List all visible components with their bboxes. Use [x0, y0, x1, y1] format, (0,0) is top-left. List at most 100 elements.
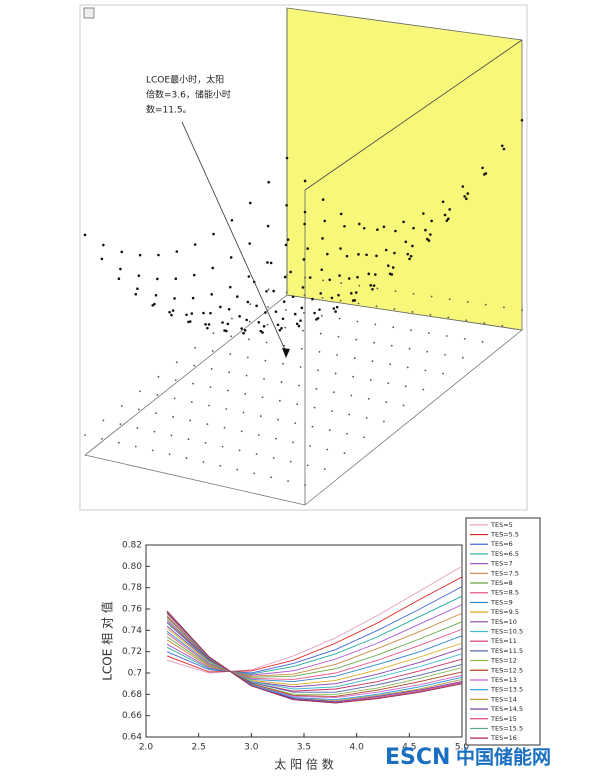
surface-dot — [283, 275, 287, 279]
floor-dot — [358, 284, 361, 287]
floor-dot — [267, 306, 270, 308]
floor-dot — [249, 303, 252, 305]
floor-dot — [367, 397, 370, 400]
floor-dot — [521, 309, 523, 311]
surface-dot — [394, 229, 397, 233]
surface-dot — [376, 228, 379, 231]
floor-dot — [263, 377, 265, 380]
y-tick-label: 0.66 — [122, 711, 142, 721]
floor-dot — [373, 341, 375, 344]
floor-dot — [226, 389, 229, 392]
floor-dot — [501, 325, 504, 327]
surface-dot — [207, 323, 211, 326]
surface-dot — [430, 219, 433, 223]
surface-dot — [337, 293, 340, 297]
floor-dot — [298, 384, 300, 387]
surface-dot — [209, 311, 212, 315]
x-axis-label: 太 阳 倍 数 — [274, 757, 333, 772]
floor-dot — [289, 460, 292, 463]
floor-dot — [210, 368, 213, 370]
floor-dot — [275, 437, 277, 440]
floor-dot — [151, 449, 154, 452]
line-chart: 0.64 0.66 0.68 0.7 0.72 0.74 0.76 0.78 0.80 0.82 2… — [100, 517, 541, 772]
series-line — [166, 610, 463, 704]
surface-dot — [328, 278, 332, 282]
surface-dot — [303, 179, 307, 183]
floor-dot — [270, 476, 273, 479]
floor-dot — [278, 399, 281, 402]
floor-dot — [248, 320, 251, 323]
floor-dot — [292, 441, 294, 444]
floor-dot — [503, 306, 505, 309]
floor-dot — [483, 322, 486, 325]
surface-dot — [323, 219, 327, 223]
floor-dot — [84, 434, 86, 436]
floor-dot — [265, 341, 268, 344]
annotation-arrow — [181, 121, 287, 353]
surface-dot — [119, 267, 122, 271]
floor-dot — [282, 362, 284, 365]
floor-dot — [319, 332, 322, 335]
series-line — [166, 612, 463, 677]
floor-dot — [267, 288, 270, 291]
series-line — [166, 612, 463, 701]
floor-dot — [296, 403, 299, 406]
legend-label: TES=5.5 — [490, 531, 519, 539]
floor-dot — [139, 390, 141, 393]
surface-dot — [447, 217, 450, 221]
surface-dot — [175, 250, 179, 253]
surface-dot — [321, 237, 324, 240]
legend-label: TES=9 — [490, 598, 513, 606]
y-axis-label: LCOE 相 对 值 — [100, 601, 115, 681]
surface-dot — [280, 326, 283, 330]
surface-dot — [367, 272, 371, 276]
surface-dot — [284, 243, 288, 247]
surface-dot — [321, 198, 325, 201]
surface-dot — [134, 292, 138, 296]
surface-dot — [266, 261, 269, 264]
surface-dot — [319, 292, 323, 295]
floor-dot — [209, 386, 212, 388]
surface-dot — [226, 322, 230, 326]
surface-dot — [311, 297, 314, 301]
floor-dot — [463, 338, 466, 340]
floor-dot — [228, 371, 231, 374]
surface-dot — [259, 329, 263, 333]
floor-dot — [202, 461, 205, 463]
surface-dot — [293, 312, 297, 316]
y-tick-label: 0.78 — [122, 583, 142, 593]
surface-dot — [315, 318, 318, 321]
surface-dot — [358, 222, 361, 226]
surface-dot — [412, 226, 415, 230]
x-tick-label: 2.5 — [192, 743, 206, 753]
floor-dot — [153, 430, 156, 433]
surface-dot — [248, 201, 252, 205]
surface-dot — [240, 327, 243, 330]
surface-dot — [483, 173, 486, 176]
surface-dot — [332, 307, 336, 310]
floor-dot — [238, 449, 241, 452]
surface-dot — [210, 293, 214, 296]
surface-dot — [443, 213, 447, 217]
surface-dot — [285, 203, 288, 207]
y-tick-label: 0.72 — [122, 647, 142, 657]
floor-dot — [272, 456, 275, 459]
surface-dot — [408, 257, 411, 261]
x-tick-label: 5.0 — [455, 743, 470, 753]
surface-dot — [117, 277, 121, 281]
surface-dot — [228, 285, 232, 289]
series-line — [166, 576, 463, 673]
legend-label: TES=12 — [490, 657, 517, 665]
floor-dot — [348, 413, 351, 416]
surface-dot — [276, 323, 280, 327]
surface-dot — [372, 284, 376, 287]
series-line — [166, 621, 463, 678]
surface-dot — [192, 273, 196, 277]
surface-dot — [136, 287, 139, 291]
legend-label: TES=6.5 — [490, 550, 519, 558]
surface-dot — [243, 329, 247, 332]
floor-dot — [326, 448, 329, 451]
surface-dot — [227, 307, 231, 311]
floor-dot — [390, 344, 393, 347]
floor-dot — [447, 316, 450, 319]
